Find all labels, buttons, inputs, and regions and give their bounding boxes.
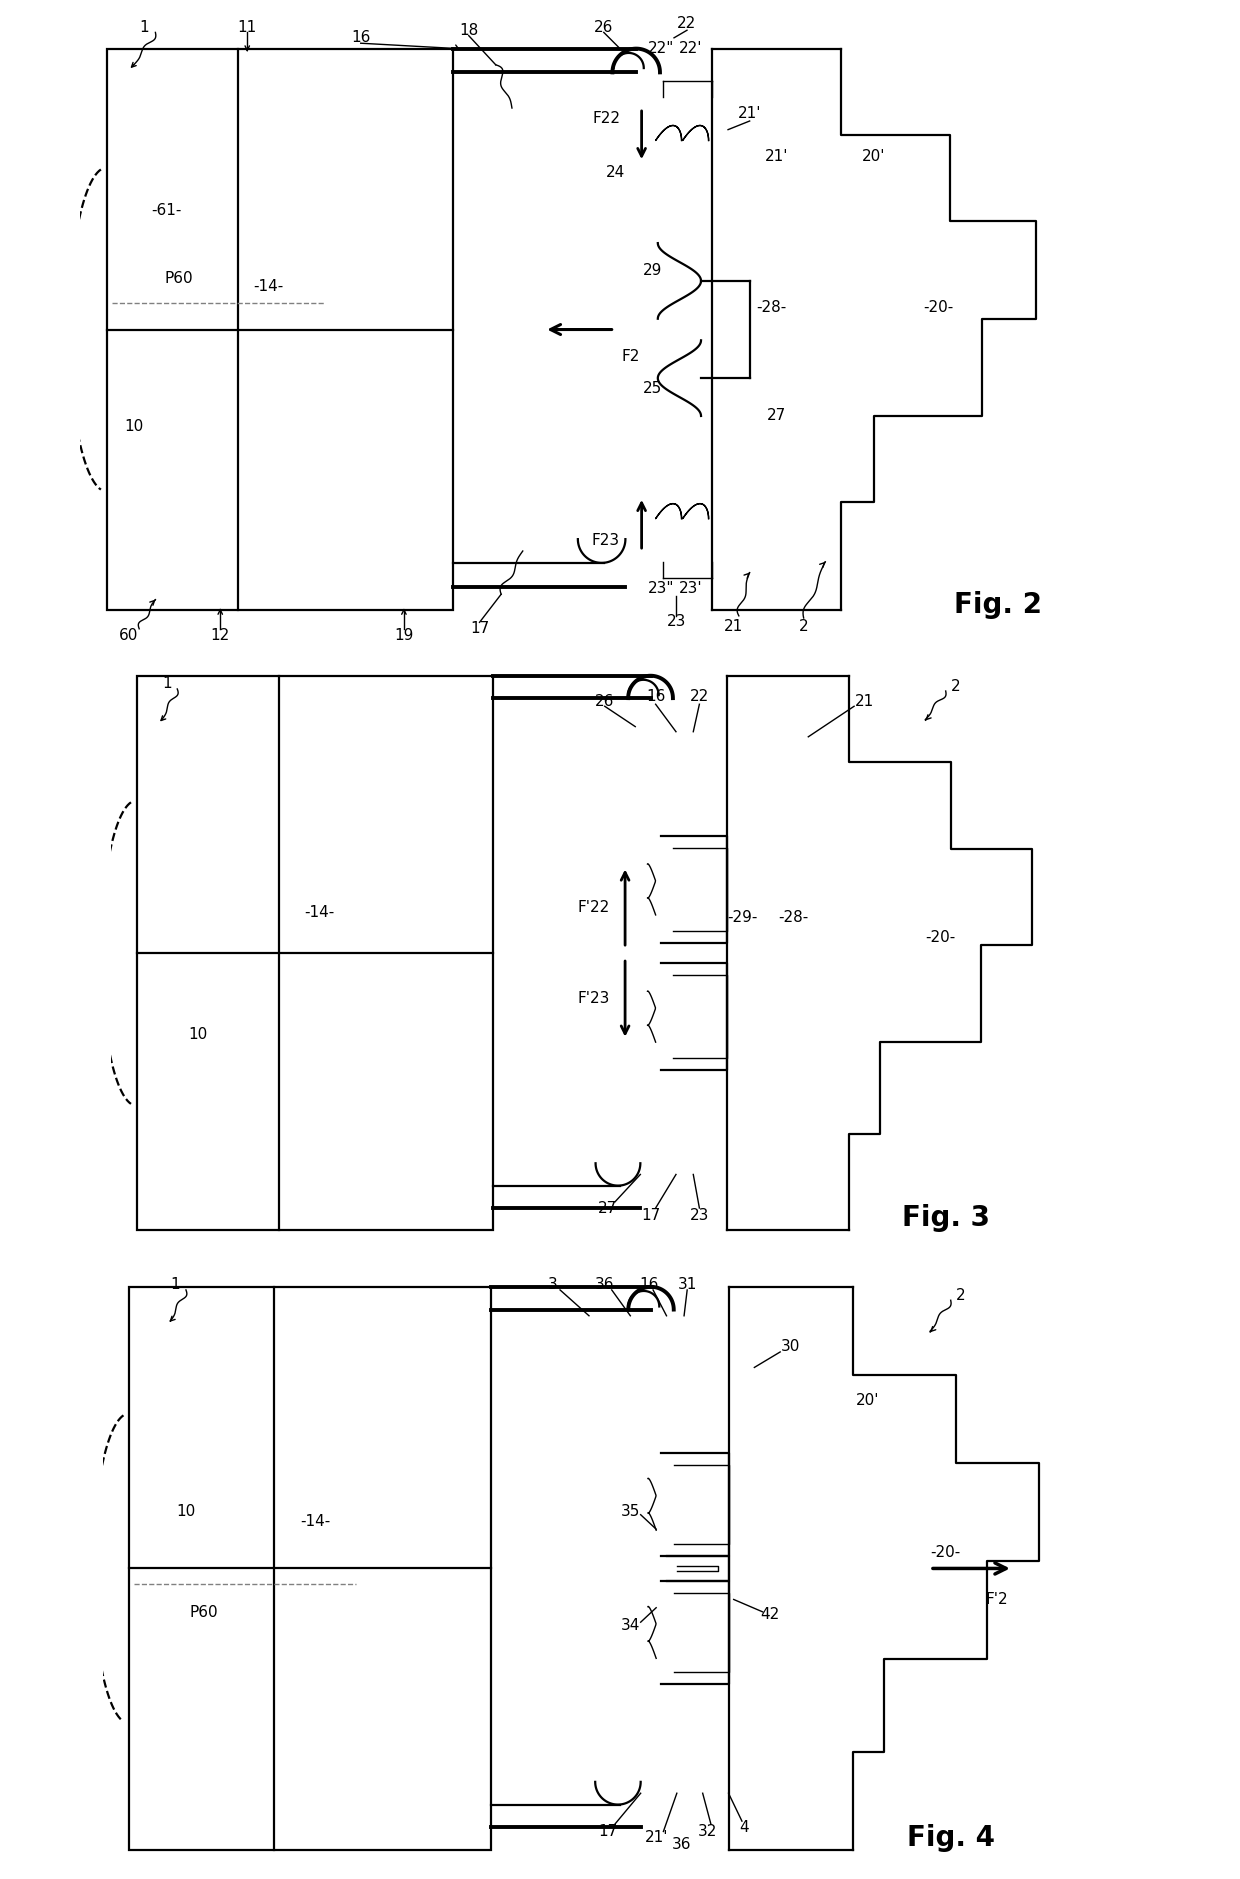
Text: 22': 22' xyxy=(678,41,702,56)
Text: -14-: -14- xyxy=(300,1514,330,1530)
Text: 17: 17 xyxy=(641,1208,660,1223)
Text: 60: 60 xyxy=(119,628,138,643)
Text: 21': 21' xyxy=(645,1830,668,1845)
Text: -28-: -28- xyxy=(777,909,808,924)
Text: -29-: -29- xyxy=(727,909,758,924)
Text: 23': 23' xyxy=(678,581,702,596)
Text: 31: 31 xyxy=(677,1278,697,1293)
Text: 24: 24 xyxy=(606,165,625,180)
Text: 20': 20' xyxy=(857,1392,879,1407)
Text: -20-: -20- xyxy=(930,1545,961,1560)
Bar xyxy=(129,1287,491,1851)
Text: 27: 27 xyxy=(598,1201,618,1216)
Text: 16: 16 xyxy=(646,688,666,703)
Text: 21: 21 xyxy=(854,693,874,708)
Text: 23: 23 xyxy=(689,1208,709,1223)
Text: 10: 10 xyxy=(124,419,144,434)
Text: 23: 23 xyxy=(666,614,686,629)
Text: 21: 21 xyxy=(724,620,743,633)
Text: 1: 1 xyxy=(140,19,150,34)
Text: -28-: -28- xyxy=(756,301,786,316)
Text: 29: 29 xyxy=(642,263,662,278)
Text: 2: 2 xyxy=(799,620,808,633)
Text: 36: 36 xyxy=(672,1838,692,1853)
Text: -61-: -61- xyxy=(151,203,181,218)
Bar xyxy=(136,676,492,1231)
Text: 1: 1 xyxy=(162,676,172,691)
Text: 35: 35 xyxy=(621,1503,640,1518)
Text: P60: P60 xyxy=(190,1605,218,1620)
Text: 11: 11 xyxy=(238,19,257,34)
Text: 10: 10 xyxy=(176,1503,196,1518)
Text: 18: 18 xyxy=(459,23,479,38)
Text: 2: 2 xyxy=(956,1287,966,1302)
Text: 34: 34 xyxy=(621,1618,640,1633)
Text: -20-: -20- xyxy=(924,301,954,316)
Text: F22: F22 xyxy=(591,111,620,126)
Text: F'22: F'22 xyxy=(578,900,610,915)
Text: F23: F23 xyxy=(591,534,620,547)
Text: P60: P60 xyxy=(165,271,193,286)
Text: 22": 22" xyxy=(647,41,675,56)
Text: F'2: F'2 xyxy=(986,1592,1008,1607)
Text: 12: 12 xyxy=(211,628,229,643)
Text: -14-: -14- xyxy=(305,906,335,921)
Text: 19: 19 xyxy=(394,628,414,643)
Text: 22: 22 xyxy=(677,17,697,32)
Text: 17: 17 xyxy=(598,1825,618,1840)
Text: Fig. 4: Fig. 4 xyxy=(906,1825,994,1851)
Text: 1: 1 xyxy=(171,1278,181,1293)
Text: 25: 25 xyxy=(642,381,662,396)
Text: Fig. 2: Fig. 2 xyxy=(954,592,1042,618)
Text: 22: 22 xyxy=(689,688,709,703)
Text: 42: 42 xyxy=(760,1607,780,1622)
Text: F2: F2 xyxy=(621,349,640,365)
Text: 23": 23" xyxy=(647,581,675,596)
Text: 26: 26 xyxy=(595,693,615,708)
Text: -20-: -20- xyxy=(925,930,956,945)
Text: 16: 16 xyxy=(351,30,371,45)
Bar xyxy=(107,49,453,611)
Text: 21': 21' xyxy=(765,148,789,163)
Text: -14-: -14- xyxy=(254,278,284,293)
Text: 26: 26 xyxy=(594,19,614,34)
Text: 32: 32 xyxy=(698,1825,718,1840)
Text: 30: 30 xyxy=(781,1340,800,1355)
Text: 20': 20' xyxy=(862,148,885,163)
Text: 3: 3 xyxy=(548,1278,558,1293)
Text: 2: 2 xyxy=(951,680,961,695)
Text: 21': 21' xyxy=(738,105,761,120)
Text: 16: 16 xyxy=(640,1278,658,1293)
Text: 27: 27 xyxy=(768,408,786,423)
Text: 10: 10 xyxy=(188,1028,207,1043)
Text: 17: 17 xyxy=(470,622,489,637)
Text: 36: 36 xyxy=(595,1278,614,1293)
Text: 4: 4 xyxy=(739,1821,749,1834)
Text: Fig. 3: Fig. 3 xyxy=(901,1204,990,1233)
Text: F'23: F'23 xyxy=(578,992,610,1007)
